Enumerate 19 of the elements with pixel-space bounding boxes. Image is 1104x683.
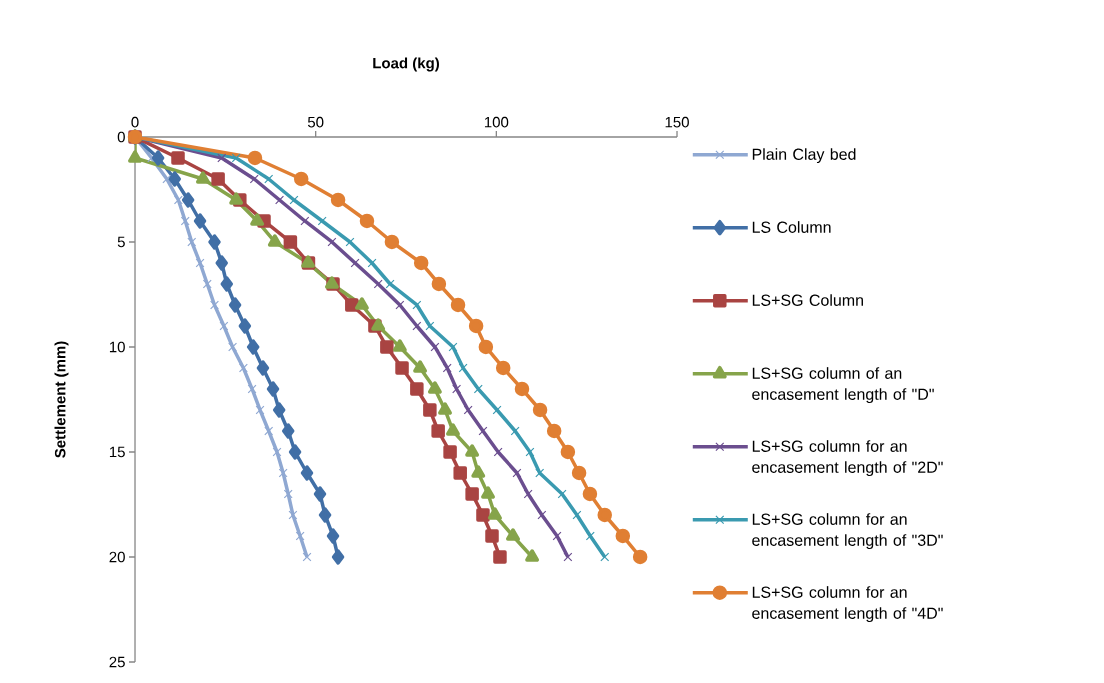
x-axis-title: Load (kg) (373, 57, 439, 72)
x-tick-label: 100 (484, 116, 509, 128)
legend-label: LS Column (752, 221, 831, 233)
legend-label: LS+SG column for an encasement length of "2D" (752, 440, 943, 477)
legend-label: LS+SG Column (752, 294, 863, 306)
legend-label: LS+SG column for an encasement length of "3D" (752, 513, 943, 550)
y-tick-label: 20 (109, 551, 125, 563)
legend-label: LS+SG column of an encasement length of "D" (752, 367, 934, 404)
x-tick-label: 50 (307, 116, 324, 128)
x-tick-label: 0 (131, 116, 139, 128)
y-axis-title: Settlement (mm) (54, 341, 69, 458)
x-tick-label: 150 (665, 116, 689, 128)
y-tick-label: 5 (117, 236, 125, 248)
y-tick-label: 0 (117, 131, 125, 143)
legend-label: Plain Clay bed (752, 148, 856, 164)
legend-label: LS+SG column for an encasement length of "4D" (752, 586, 943, 623)
y-tick-label: 10 (109, 341, 125, 353)
y-tick-label: 25 (109, 656, 125, 668)
y-tick-label: 15 (109, 446, 125, 458)
